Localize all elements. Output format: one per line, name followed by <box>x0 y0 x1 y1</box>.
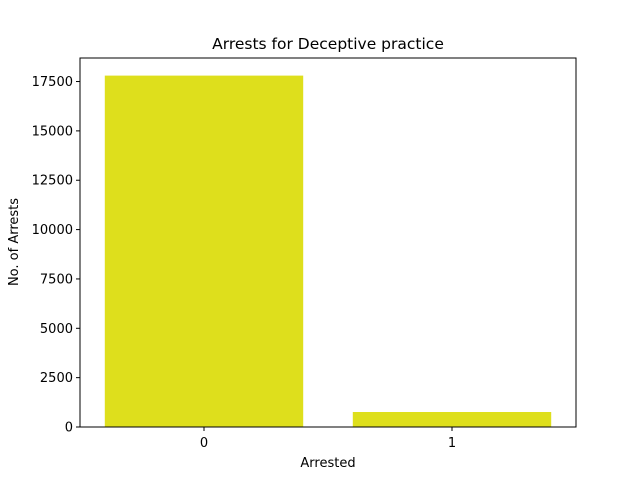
y-axis: 0 2500 5000 7500 10000 12500 15000 17500 <box>32 75 80 436</box>
x-tick-label: 0 <box>200 436 208 451</box>
plot-frame <box>79 57 577 428</box>
y-tick-label: 5000 <box>40 322 73 337</box>
bar-1 <box>352 412 552 427</box>
y-tick-label: 17500 <box>32 75 73 90</box>
y-tick-label: 15000 <box>32 124 73 139</box>
y-tick-label: 10000 <box>32 223 73 238</box>
bar-0 <box>104 75 304 428</box>
chart-title: Arrests for Deceptive practice <box>212 35 444 53</box>
y-tick-label: 7500 <box>40 272 73 287</box>
y-tick-label: 2500 <box>40 371 73 386</box>
y-axis-label: No. of Arrests <box>7 198 22 286</box>
y-tick-label: 12500 <box>32 174 73 189</box>
bars-group <box>104 75 552 428</box>
x-axis-label: Arrested <box>300 456 355 471</box>
y-tick-label: 0 <box>65 421 73 436</box>
x-tick-label: 1 <box>448 436 456 451</box>
